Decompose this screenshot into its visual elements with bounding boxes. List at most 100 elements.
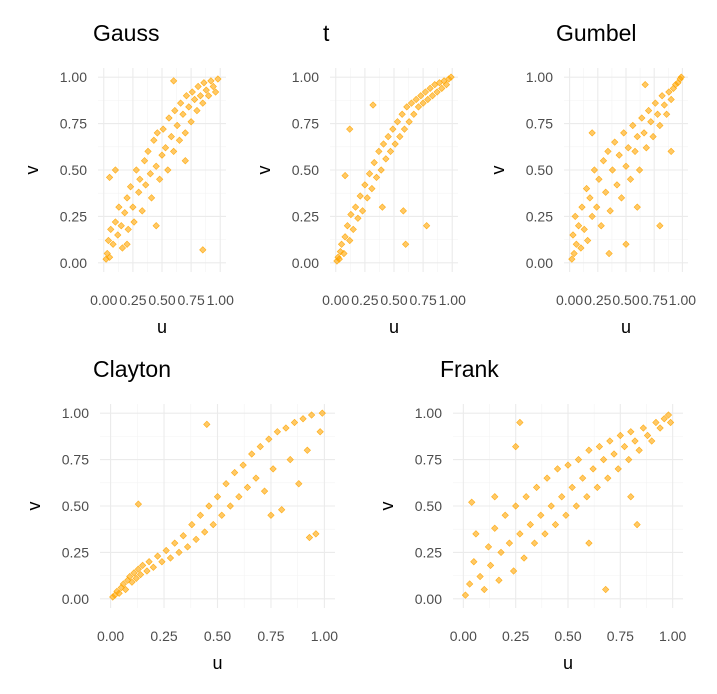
scatter-point (166, 554, 175, 562)
x-tick-label: 0.50 (612, 292, 639, 308)
scatter-point (158, 558, 166, 566)
scatter-point (526, 520, 534, 529)
scatter-point (188, 520, 196, 529)
scatter-point (111, 218, 120, 226)
scatter-point (290, 418, 299, 427)
y-tick-label: 0.25 (62, 544, 89, 560)
scatter-point (351, 203, 360, 211)
scatter-point (375, 147, 383, 156)
scatter-point (361, 181, 369, 189)
scatter-point (593, 203, 601, 211)
x-tick-label: 0.00 (97, 628, 124, 644)
scatter-point (476, 572, 484, 581)
scatter-point (574, 222, 583, 230)
scatter-point (480, 585, 488, 594)
scatter-point (175, 136, 184, 144)
x-tick-label: 1.00 (669, 292, 696, 308)
scatter-point (303, 446, 311, 454)
scatter-point (497, 548, 505, 557)
x-tick-label: 1.00 (207, 292, 234, 308)
scatter-point (640, 129, 648, 137)
scatter-point (568, 483, 576, 492)
scatter-point (551, 520, 560, 529)
scatter-point (633, 203, 641, 211)
scatter-point (130, 218, 138, 226)
scatter-point (248, 450, 256, 458)
y-tick-label: 0.50 (62, 498, 89, 514)
scatter-point (252, 474, 260, 482)
scatter-point (286, 455, 294, 464)
scatter-point (558, 493, 566, 501)
scatter-point (126, 572, 134, 581)
scatter-point (516, 418, 524, 427)
scatter-point (115, 203, 123, 211)
scatter-point (564, 461, 572, 469)
y-tick-label: 0.75 (415, 452, 442, 468)
scatter-point (377, 166, 385, 174)
scatter-point (337, 240, 346, 248)
scatter-point (149, 563, 157, 571)
scatter-point (626, 175, 635, 183)
scatter-point (620, 129, 628, 137)
scatter-point (349, 225, 357, 234)
scatter-point (589, 465, 597, 473)
scatter-point (341, 171, 349, 180)
scatter-point (384, 132, 392, 141)
scatter-point (159, 125, 167, 133)
x-axis-title: u (389, 317, 399, 337)
x-axis-title: u (563, 653, 573, 673)
scatter-point (312, 530, 320, 538)
x-tick-label: 0.50 (204, 628, 231, 644)
scatter-point (165, 114, 173, 122)
panel-t: 0.00 0.25 0.50 0.75 1.000.000.250.500.751.00… (254, 20, 466, 337)
scatter-point (150, 136, 158, 144)
scatter-point (152, 222, 160, 230)
scatter-point (318, 409, 326, 417)
y-tick-label: 0.00 (62, 591, 89, 607)
scatter-point (584, 236, 592, 245)
scatter-point (649, 132, 657, 141)
scatter-point (428, 92, 437, 100)
scatter-point (571, 212, 579, 221)
panel-title: Gumbel (556, 20, 637, 46)
y-axis-title: v (254, 166, 274, 175)
scatter-point (135, 188, 143, 196)
scatter-point (170, 77, 178, 85)
scatter-point (214, 75, 222, 83)
scatter-point (629, 121, 637, 130)
scatter-point (305, 533, 314, 542)
scatter-point (530, 539, 539, 547)
scatter-point (354, 214, 362, 222)
x-tick-label: 0.00 (556, 292, 583, 308)
scatter-point (117, 222, 125, 230)
scatter-point (142, 181, 150, 189)
scatter-point (585, 446, 593, 454)
scatter-point (105, 173, 114, 182)
scatter-point (643, 431, 652, 440)
scatter-point (590, 166, 599, 174)
scatter-point (161, 144, 170, 152)
scatter-point (136, 175, 144, 183)
scatter-point (369, 101, 377, 109)
panel-frank: 0.00 0.25 0.50 0.75 1.00 0.00 0.25 0.50 0.75 1.00… (377, 356, 686, 673)
scatter-point (579, 474, 587, 482)
scatter-point (667, 147, 675, 156)
scatter-point (615, 151, 623, 159)
scatter-point (622, 240, 630, 248)
scatter-point (230, 468, 239, 477)
scatter-point (179, 532, 187, 540)
scatter-point (123, 240, 131, 248)
scatter-point (193, 106, 201, 115)
scatter-point (622, 162, 630, 170)
scatter-point (572, 240, 580, 248)
scatter-point (631, 437, 639, 445)
scatter-point (167, 132, 175, 141)
scatter-point (235, 493, 243, 501)
x-tick-label: 1.00 (659, 628, 686, 644)
scatter-point (624, 144, 632, 152)
scatter-point (520, 554, 528, 562)
scatter-point (365, 170, 374, 178)
panel-title: Gauss (93, 20, 159, 46)
scatter-point (639, 424, 647, 432)
scatter-point (568, 255, 576, 263)
